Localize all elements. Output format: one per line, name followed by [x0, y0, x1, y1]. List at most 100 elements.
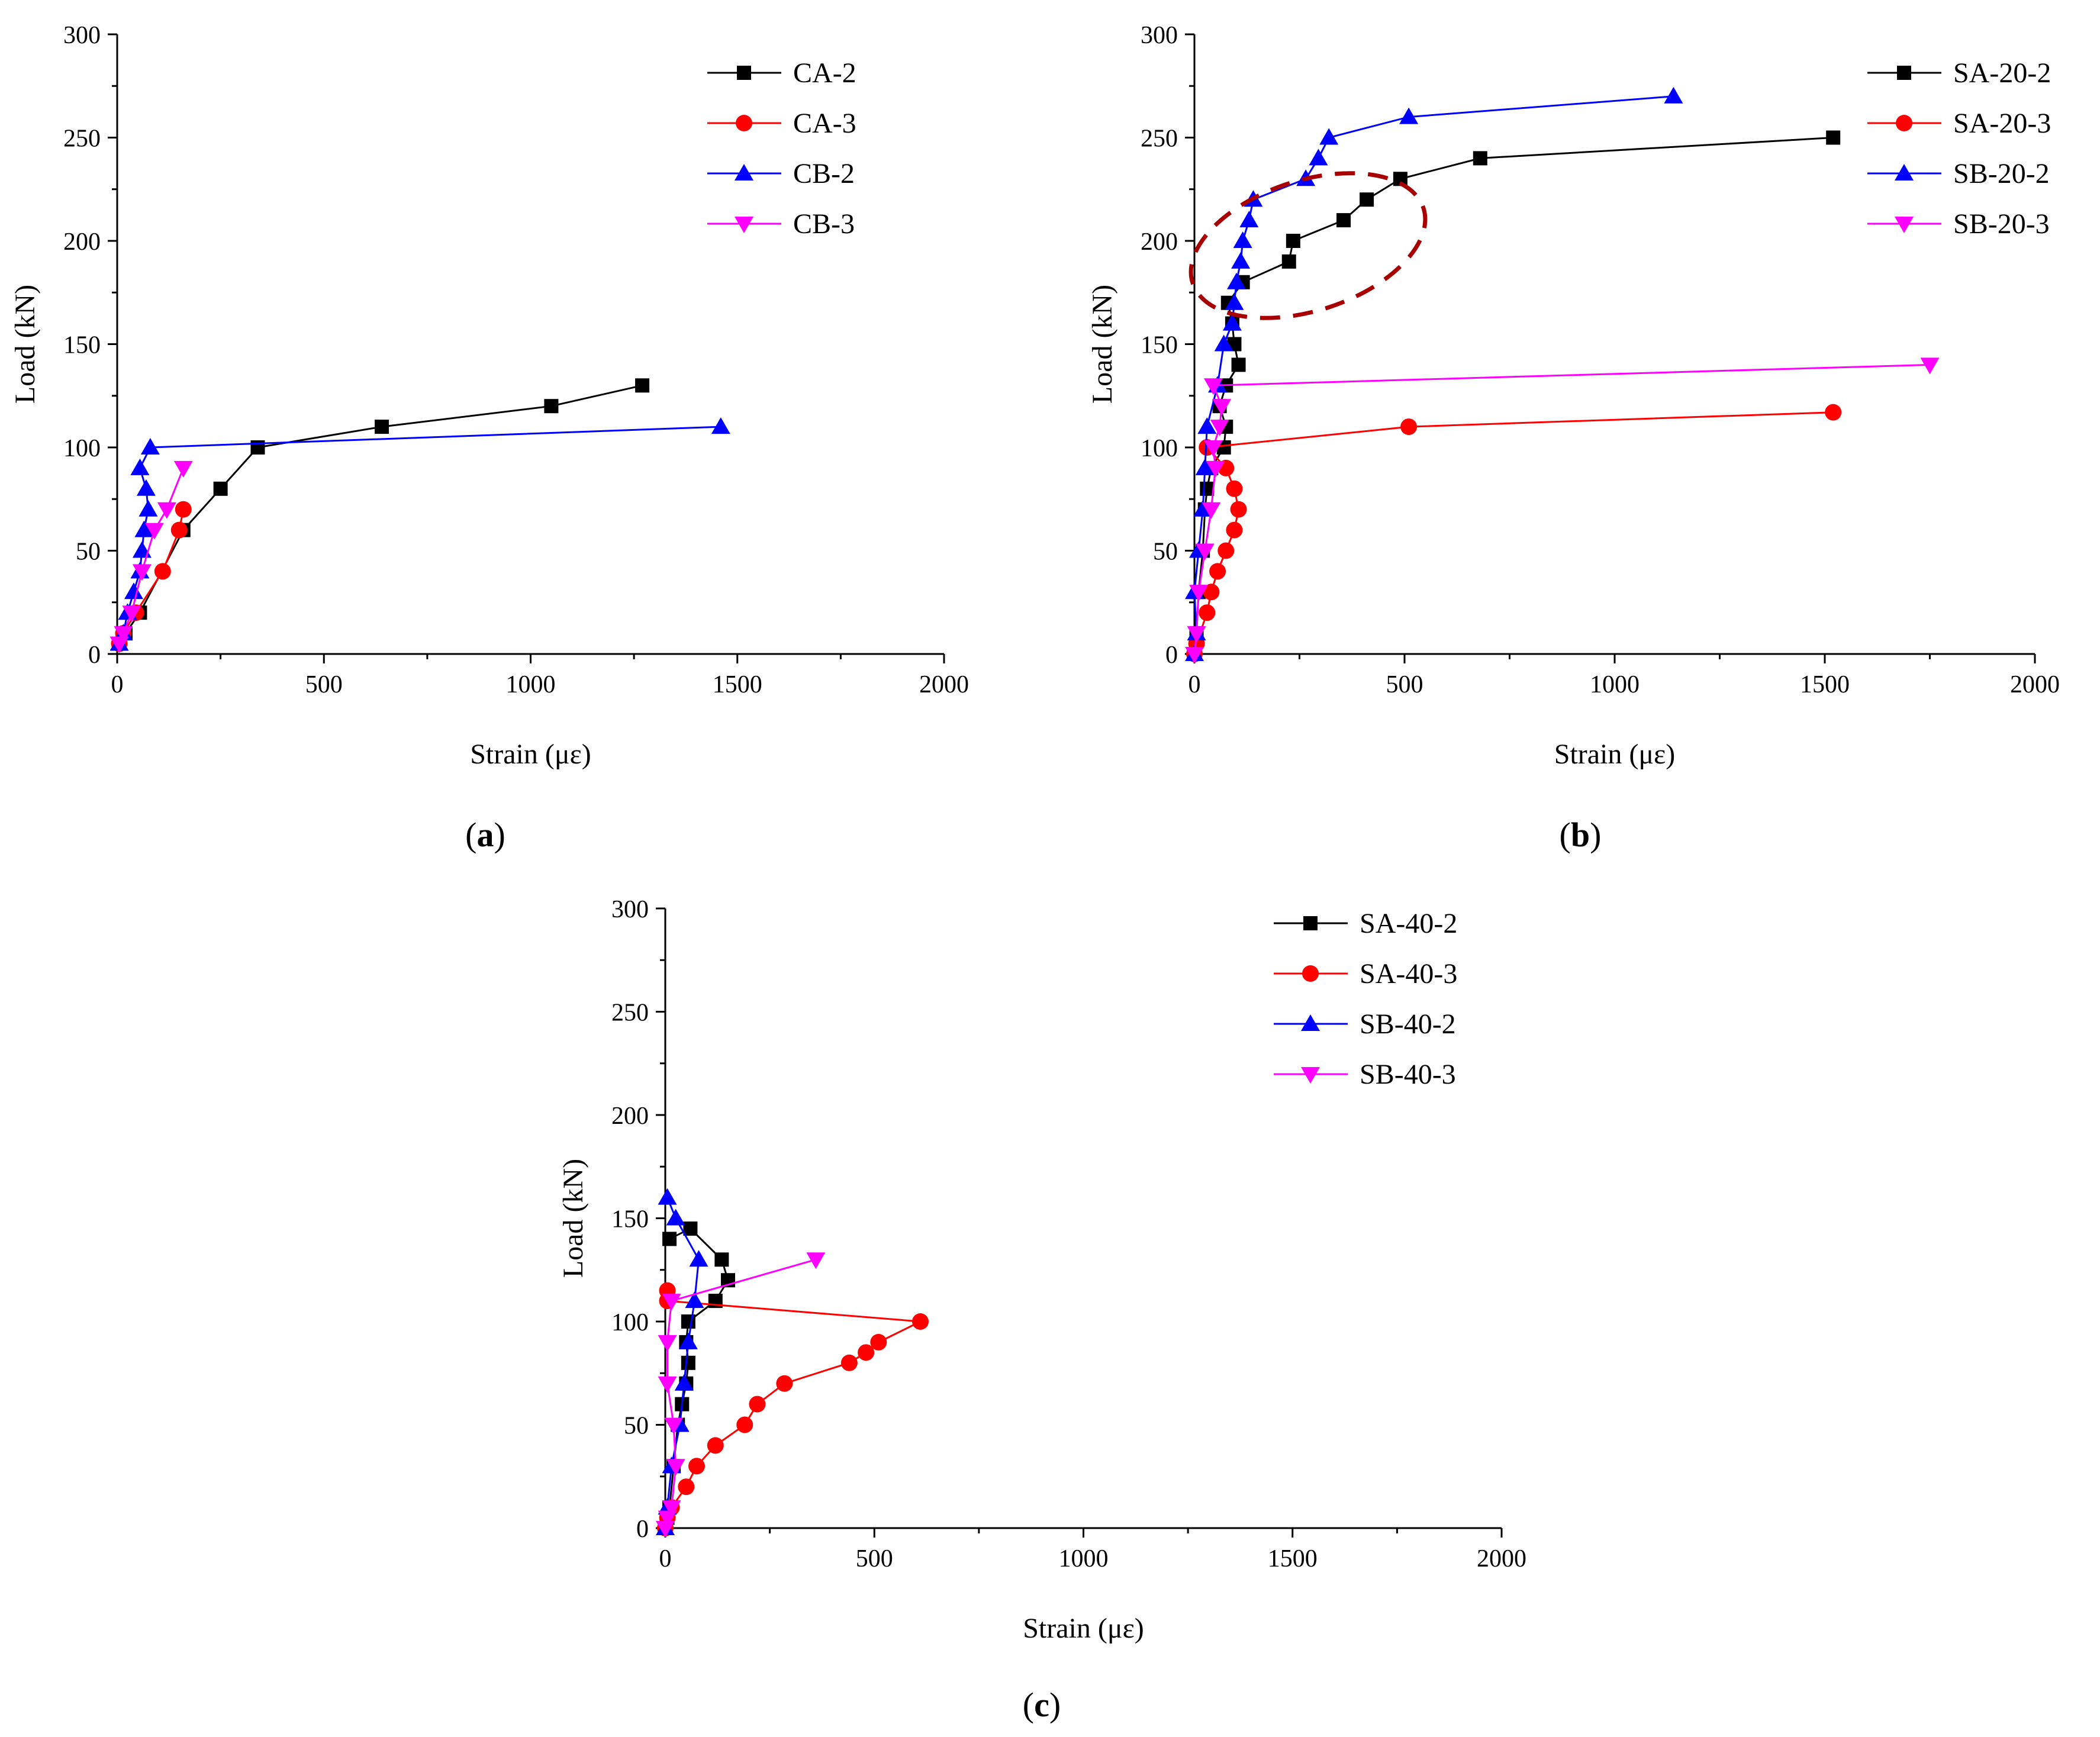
legend-entry: CB-3 — [707, 208, 855, 240]
data-point — [1281, 254, 1296, 269]
data-point — [678, 1332, 698, 1349]
x-tick-label: 2000 — [2010, 671, 2060, 698]
y-tick-label: 250 — [611, 1000, 649, 1027]
data-point — [1203, 378, 1223, 395]
data-point — [662, 1232, 677, 1246]
data-point — [685, 1291, 704, 1309]
y-tick-label: 200 — [63, 228, 101, 256]
legend-entry: SB-40-3 — [1274, 1059, 1456, 1090]
data-point — [1226, 521, 1243, 539]
data-point — [250, 440, 265, 455]
data-point — [1399, 107, 1419, 124]
data-point — [1222, 314, 1242, 331]
data-point — [124, 582, 143, 600]
y-tick-label: 250 — [63, 125, 101, 153]
x-tick-label: 1000 — [1059, 1545, 1109, 1572]
x-tick-label: 1000 — [506, 671, 556, 698]
legend-marker — [737, 66, 751, 80]
legend-marker — [1896, 115, 1912, 131]
legend-label: CB-3 — [793, 208, 855, 240]
legend-entry: SB-40-2 — [1274, 1008, 1456, 1040]
data-point — [858, 1344, 875, 1361]
y-tick-label: 50 — [624, 1413, 649, 1440]
legend-marker — [1897, 66, 1911, 80]
data-point — [662, 1500, 681, 1517]
x-tick-label: 500 — [305, 671, 343, 698]
data-point — [1336, 213, 1351, 228]
data-point — [139, 499, 158, 517]
legend-label: SB-40-3 — [1360, 1059, 1456, 1090]
panel-label: (a) — [465, 816, 505, 854]
x-tick-label: 0 — [659, 1545, 672, 1572]
x-tick-label: 1500 — [1800, 671, 1850, 698]
data-point — [1185, 647, 1204, 663]
data-point — [375, 420, 389, 434]
data-point — [688, 1458, 705, 1475]
data-point — [144, 523, 164, 540]
data-point — [666, 1209, 685, 1226]
data-point — [664, 1417, 684, 1435]
series-SA-40-3 — [657, 1282, 929, 1536]
chart-panel-a: 0 500 1000 1500 2000 0 50 100 150 200 250 300 Strain… — [9, 22, 969, 854]
y-tick-label: 0 — [88, 642, 101, 669]
chart-panel-b: 0 500 1000 1500 2000 0 50 100 150 200 250 300 Strain… — [1087, 22, 2060, 854]
data-point — [681, 1314, 695, 1329]
series-line — [1193, 411, 1834, 655]
panel-label: (b) — [1560, 816, 1602, 854]
data-point — [681, 1355, 695, 1370]
legend-marker — [736, 115, 752, 131]
y-tick-label: 300 — [63, 22, 101, 49]
x-tick-label: 0 — [1189, 671, 1201, 698]
data-point — [711, 417, 730, 434]
series-SA-20-3 — [1186, 404, 1842, 662]
series-line — [664, 1197, 700, 1529]
data-point — [1203, 584, 1220, 601]
series-CB-3 — [109, 460, 193, 653]
y-tick-label: 0 — [636, 1516, 649, 1543]
legend-marker — [1895, 164, 1914, 181]
data-point — [666, 1459, 685, 1476]
y-tick-label: 200 — [1141, 228, 1178, 256]
data-point — [1189, 585, 1209, 602]
data-point — [173, 460, 193, 478]
x-tick-label: 2000 — [1477, 1545, 1526, 1572]
data-point — [1200, 481, 1215, 496]
data-point — [1231, 357, 1246, 372]
data-point — [840, 1354, 858, 1371]
legend-marker — [1303, 916, 1318, 930]
data-point — [736, 1416, 753, 1433]
data-point — [1187, 626, 1206, 643]
data-point — [1360, 192, 1374, 207]
highlight-ellipse — [1189, 171, 1428, 320]
legend-marker — [1302, 965, 1319, 982]
chart-panel-c: 0 500 1000 1500 2000 0 50 100 150 200 250 300 Strain… — [558, 896, 1526, 1724]
y-axis-title: Load (kN) — [9, 285, 41, 404]
data-point — [658, 1335, 677, 1352]
legend-entry: SA-40-3 — [1274, 958, 1457, 990]
data-point — [911, 1313, 929, 1330]
legend-label: SB-40-2 — [1360, 1008, 1456, 1040]
data-point — [1231, 252, 1251, 269]
data-point — [114, 626, 133, 643]
series-CB-2 — [109, 417, 730, 651]
panel-label: (c) — [1023, 1686, 1061, 1724]
data-point — [1218, 542, 1235, 559]
data-point — [1473, 151, 1487, 166]
data-point — [662, 1294, 681, 1311]
series-line — [1193, 137, 1834, 655]
x-tick-label: 1500 — [1268, 1545, 1318, 1572]
legend-entry: SA-20-2 — [1867, 57, 2051, 89]
data-point — [707, 1437, 724, 1454]
x-tick-label: 1500 — [713, 671, 762, 698]
data-point — [140, 438, 160, 455]
data-point — [134, 520, 154, 537]
legend-entry: SA-40-2 — [1274, 908, 1457, 939]
data-point — [1202, 502, 1221, 519]
y-tick-label: 200 — [611, 1103, 649, 1130]
data-point — [1233, 231, 1252, 248]
series-line — [1193, 363, 1930, 655]
data-point — [1203, 440, 1223, 457]
y-tick-label: 0 — [1165, 642, 1178, 669]
data-point — [132, 564, 152, 581]
